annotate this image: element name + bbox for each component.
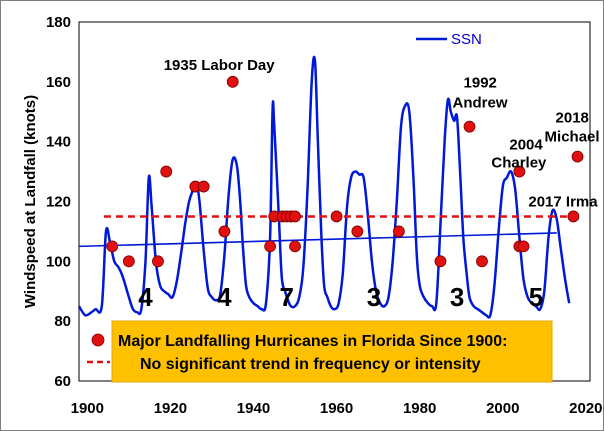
hurricane-point xyxy=(122,255,135,268)
legend-point-marker xyxy=(91,333,105,347)
x-tick-label: 2000 xyxy=(486,400,519,417)
y-tick-label: 120 xyxy=(46,194,71,211)
hurricane-point xyxy=(289,210,301,223)
legend-background xyxy=(111,320,553,383)
cycle-count-label: 3 xyxy=(450,282,464,312)
annotation-label: 1992 xyxy=(464,75,497,92)
x-tick-label: 1920 xyxy=(154,400,187,417)
ssn-legend: SSN xyxy=(416,31,482,48)
legend-line-label: No significant trend in frequency or int… xyxy=(140,356,481,373)
hurricane-point xyxy=(218,225,231,238)
cycle-count-label: 3 xyxy=(367,282,381,312)
annotation-label: Andrew xyxy=(453,95,508,112)
x-tick-labels: 1900 1920 1940 1960 1980 2000 2020 xyxy=(71,400,603,417)
hurricane-point xyxy=(513,165,526,178)
hurricane-point xyxy=(434,255,447,268)
annotation-label: 2017 Irma xyxy=(528,193,598,210)
hurricane-point xyxy=(392,225,405,238)
hurricane-point xyxy=(351,225,364,238)
x-tick-label: 1900 xyxy=(71,400,104,417)
cycle-count-label: 4 xyxy=(217,282,232,312)
ssn-legend-label: SSN xyxy=(451,31,482,48)
legend-points-label: Major Landfalling Hurricanes in Florida … xyxy=(118,333,507,350)
hurricane-point xyxy=(160,165,173,178)
y-axis-label: Windspeed at Landfall (knots) xyxy=(22,95,39,308)
x-tick-label: 1940 xyxy=(237,400,270,417)
ssn-line xyxy=(77,55,571,319)
hurricane-point xyxy=(330,210,343,223)
y-tick-label: 80 xyxy=(54,313,71,330)
annotation-label: 2004 xyxy=(509,137,543,154)
x-tick-label: 1960 xyxy=(320,400,353,417)
hurricane-point xyxy=(463,120,476,133)
y-tick-label: 100 xyxy=(46,253,71,270)
cycle-counts: 4 4 7 3 3 5 xyxy=(138,282,543,312)
hurricane-point xyxy=(289,240,301,253)
annotation-label: 2018 xyxy=(556,110,589,127)
y-tick-label: 180 xyxy=(46,14,71,31)
hurricane-point xyxy=(152,255,164,268)
y-tick-labels: 60 80 100 120 140 160 180 xyxy=(46,14,71,390)
hurricane-point xyxy=(476,255,488,268)
y-tick-label: 140 xyxy=(46,134,71,151)
hurricane-points xyxy=(106,75,584,268)
hurricane-point xyxy=(226,75,239,88)
ssn-series xyxy=(77,55,571,319)
hurricane-point xyxy=(106,240,119,253)
y-tick-label: 60 xyxy=(54,373,71,390)
hurricane-point xyxy=(517,240,530,253)
annotation-label: Michael xyxy=(545,129,600,146)
hurricane-point xyxy=(571,150,584,163)
cycle-count-label: 5 xyxy=(529,282,543,312)
annotation-label: 1935 Labor Day xyxy=(164,57,276,74)
reference-lines xyxy=(78,215,582,248)
trend-line xyxy=(78,232,557,248)
y-tick-label: 160 xyxy=(46,74,71,91)
cycle-count-label: 7 xyxy=(279,282,293,312)
hurricane-point xyxy=(264,240,277,253)
x-tick-label: 2020 xyxy=(569,400,602,417)
legend-box: Major Landfalling Hurricanes in Florida … xyxy=(87,320,553,383)
x-tick-label: 1980 xyxy=(403,400,436,417)
hurricane-point xyxy=(567,210,580,223)
hurricane-point xyxy=(197,180,210,193)
cycle-count-label: 4 xyxy=(138,282,153,312)
annotation-label: Charley xyxy=(491,155,547,172)
